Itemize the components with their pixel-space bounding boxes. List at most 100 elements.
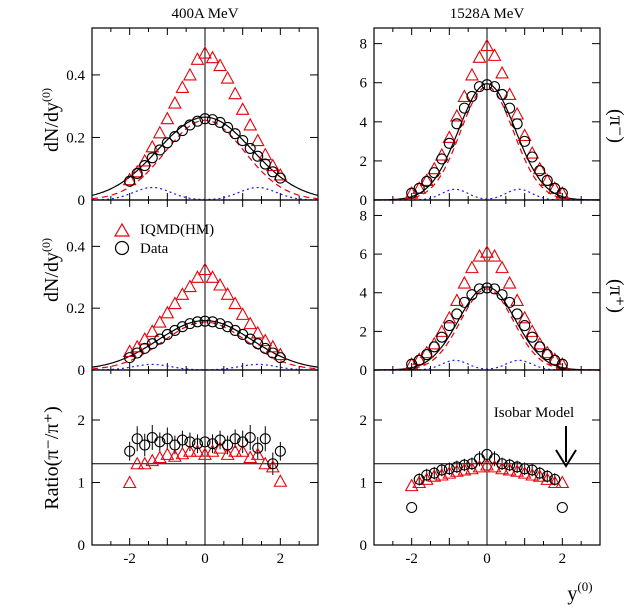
iqmd-point	[510, 293, 525, 307]
data-point	[534, 341, 546, 353]
data-point	[428, 467, 440, 479]
fit-solid-line	[91, 116, 319, 196]
iqmd-point	[190, 52, 205, 65]
iqmd-point	[487, 48, 502, 61]
data-point	[519, 463, 531, 475]
y-tick-label: 6	[360, 247, 368, 263]
y-tick-label: 2	[360, 413, 368, 429]
data-point	[413, 354, 425, 366]
data-point	[229, 433, 241, 445]
iqmd-point	[419, 345, 434, 359]
iqmd-point	[167, 95, 182, 109]
data-point	[511, 308, 523, 320]
data-point	[519, 320, 531, 332]
data-point	[139, 439, 151, 451]
legend: IQMD(HM) Data	[113, 222, 214, 257]
iqmd-point	[220, 70, 235, 84]
data-point	[184, 318, 196, 330]
iqmd-point	[540, 345, 555, 359]
data-point	[541, 470, 553, 482]
iqmd-point	[250, 133, 265, 147]
iqmd-point	[198, 262, 212, 276]
iqmd-point	[404, 478, 419, 492]
data-point	[184, 436, 196, 448]
data-point	[488, 81, 501, 93]
data-point	[481, 282, 493, 294]
legend-data-label: Data	[140, 241, 169, 257]
data-point	[252, 442, 264, 454]
iqmd-point	[213, 58, 227, 72]
isobar-model-label: Isobar Model	[494, 405, 574, 421]
data-point	[534, 165, 546, 177]
y-tick-label: 2	[360, 154, 368, 170]
data-point	[169, 439, 181, 451]
iqmd-point	[495, 65, 509, 79]
data-point	[451, 308, 463, 320]
data-point	[244, 431, 256, 444]
right-label-mid: (π⁺)	[605, 279, 627, 313]
x-tick-label: -2	[405, 551, 418, 567]
data-point	[139, 160, 151, 172]
iqmd-point	[510, 106, 525, 120]
iqmd-point	[547, 475, 562, 489]
data-point	[222, 439, 234, 451]
iqmd-point	[183, 444, 197, 457]
data-point	[451, 118, 463, 130]
column-title-400: 400A MeV	[171, 6, 238, 22]
data-point	[124, 445, 136, 457]
iqmd-point	[525, 324, 540, 337]
ylabel-mid: dN/dy(0)	[39, 238, 63, 302]
isobar-dotted-line	[374, 359, 600, 371]
iqmd-point	[145, 324, 160, 337]
data-point	[146, 152, 158, 164]
y-tick-label: 0.4	[66, 68, 85, 84]
iqmd-point	[220, 287, 235, 300]
data-point	[176, 434, 188, 446]
iqmd-point	[465, 260, 479, 274]
data-point	[252, 150, 264, 162]
iqmd-point	[412, 352, 427, 365]
data-point	[131, 433, 143, 445]
data-point	[214, 116, 226, 128]
data-point	[511, 461, 523, 473]
y-tick-label: 0	[78, 363, 86, 379]
data-point	[556, 501, 568, 514]
iqmd-point	[525, 145, 540, 159]
iqmd-point	[243, 316, 258, 330]
x-tick-label: 0	[483, 551, 491, 567]
data-point	[214, 318, 226, 330]
x-tick-label: -2	[123, 551, 136, 567]
right-label-top: (π⁻)	[605, 109, 627, 143]
data-point	[131, 167, 143, 179]
data-point	[199, 113, 211, 125]
iqmd-point	[273, 474, 288, 487]
iqmd-point	[487, 248, 502, 262]
data-point	[161, 137, 173, 149]
data-point	[229, 128, 241, 140]
data-point	[436, 331, 448, 343]
data-point	[473, 81, 486, 93]
iqmd-point	[235, 102, 250, 115]
data-point	[504, 102, 516, 114]
iqmd-point	[167, 296, 182, 310]
iqmd-point	[480, 245, 494, 258]
y-tick-label: 0.4	[66, 239, 85, 255]
iqmd-point	[250, 447, 265, 460]
svg-text:Ratio(π⁻/π⁺): Ratio(π⁻/π⁺)	[41, 406, 63, 510]
iqmd-point	[183, 67, 197, 81]
y-tick-label: 0.2	[66, 301, 85, 317]
iqmd-point	[258, 333, 273, 347]
svg-text:dN/dy(0): dN/dy(0)	[39, 238, 63, 302]
data-point	[406, 501, 418, 514]
iqmd-point	[419, 173, 434, 187]
data-point	[458, 459, 470, 471]
iqmd-point	[434, 324, 449, 337]
y-tick-label: 0.2	[66, 130, 85, 146]
data-point	[421, 348, 433, 361]
iqmd-point	[265, 459, 280, 473]
data-point	[526, 151, 538, 163]
legend-data-marker	[114, 240, 130, 256]
data-point	[274, 445, 286, 457]
iqmd-point	[547, 352, 562, 365]
iqmd-point	[160, 305, 175, 319]
